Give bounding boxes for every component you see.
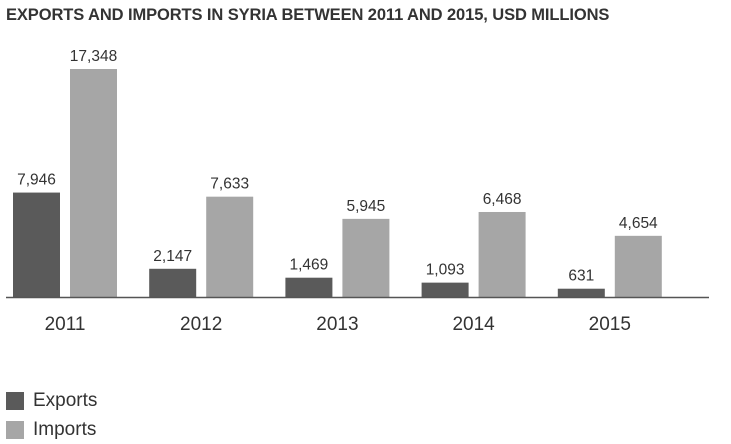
data-label-imports-2013: 5,945 [347,198,386,215]
bar-exports-2012 [149,268,197,297]
legend-item-exports: Exports [6,386,97,415]
data-label-imports-2011: 17,348 [70,48,117,65]
x-tick-label-2014: 2014 [452,314,495,335]
data-label-exports-2014: 1,093 [426,262,465,279]
x-tick-label-2012: 2012 [180,314,222,335]
legend: Exports Imports [6,386,97,444]
legend-swatch-exports [6,391,24,410]
bar-exports-2014 [421,282,469,297]
data-label-exports-2012: 2,147 [153,248,192,265]
data-label-exports-2011: 7,946 [17,172,56,189]
bar-exports-2015 [557,288,605,297]
bar-imports-2013 [342,218,390,297]
bar-imports-2011 [70,69,117,297]
bar-imports-2012 [206,196,254,297]
bar-imports-2015 [614,235,662,297]
data-label-imports-2015: 4,654 [619,215,658,232]
data-label-imports-2014: 6,468 [483,191,522,208]
bar-exports-2013 [285,277,333,297]
x-tick-label-2013: 2013 [316,314,358,335]
bar-exports-2011 [13,192,60,297]
bar-chart: 7,946 17,348 2011 2,147 7,633 2012 1,469 5,945 2… [6,48,709,335]
data-label-exports-2015: 631 [568,268,594,285]
bar-imports-2014 [478,211,526,297]
legend-label-exports: Exports [33,389,98,411]
data-label-imports-2012: 7,633 [210,176,249,193]
legend-item-imports: Imports [6,415,97,444]
legend-swatch-imports [6,420,24,439]
chart-title: EXPORTS AND IMPORTS IN SYRIA BETWEEN 201… [6,6,610,24]
x-tick-label-2015: 2015 [589,314,631,335]
data-label-exports-2013: 1,469 [290,257,329,274]
legend-label-imports: Imports [33,418,97,440]
x-tick-label-2011: 2011 [45,314,86,335]
